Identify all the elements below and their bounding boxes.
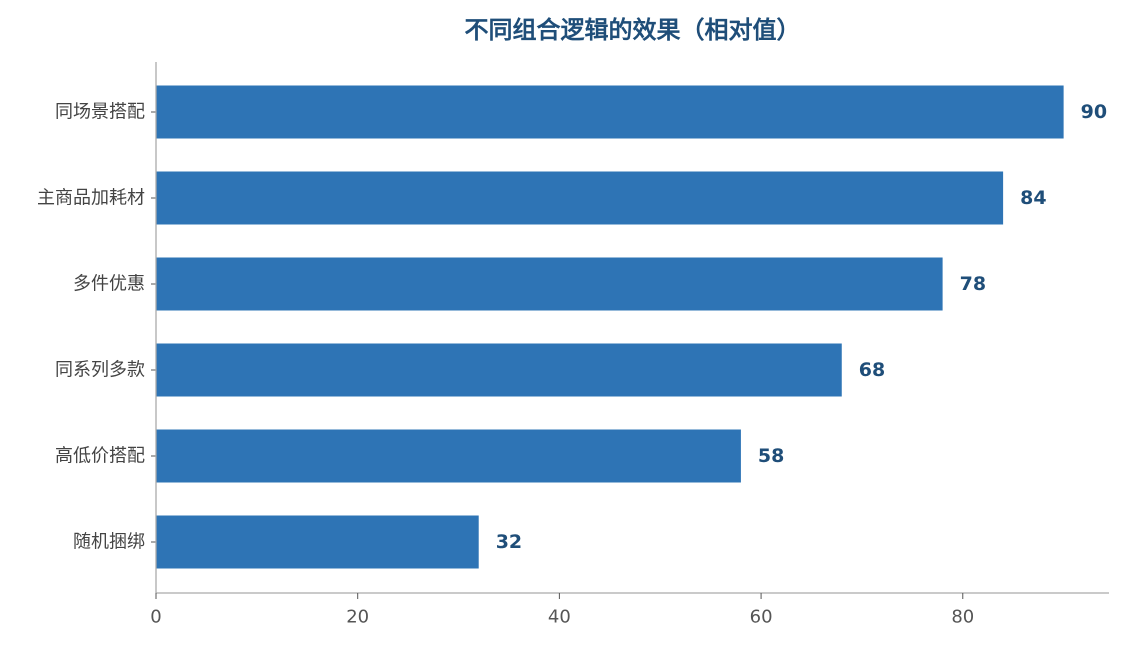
y-tick-label: 同场景搭配 (55, 102, 145, 123)
y-tick-label: 同系列多款 (55, 360, 145, 381)
x-tick-label: 40 (548, 607, 571, 628)
bar (156, 515, 479, 569)
y-tick-label: 多件优惠 (73, 274, 145, 295)
y-tick-label: 高低价搭配 (55, 446, 145, 467)
bar (156, 429, 741, 483)
chart-title: 不同组合逻辑的效果（相对值） (464, 16, 801, 44)
data-label: 78 (960, 273, 986, 295)
y-tick-label: 主商品加耗材 (37, 188, 145, 209)
data-label: 90 (1081, 101, 1107, 123)
data-label: 68 (859, 359, 885, 381)
x-tick-label: 20 (346, 607, 369, 628)
data-label: 84 (1020, 187, 1046, 209)
bar (156, 343, 842, 397)
data-label: 58 (758, 445, 784, 467)
data-label: 32 (496, 531, 522, 553)
y-tick-label: 随机捆绑 (73, 532, 145, 553)
bar (156, 171, 1004, 225)
x-tick-label: 0 (150, 607, 161, 628)
bar (156, 257, 943, 311)
bar (156, 85, 1064, 139)
x-tick-label: 80 (951, 607, 974, 628)
x-tick-label: 60 (750, 607, 773, 628)
